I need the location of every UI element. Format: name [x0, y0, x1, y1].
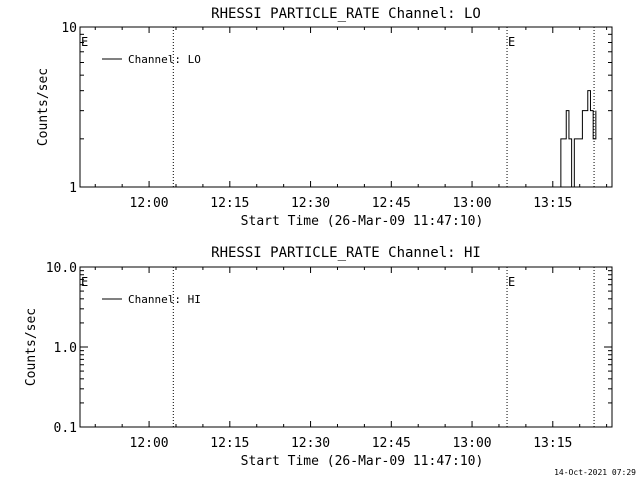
x-axis-label: Start Time (26-Mar-09 11:47:10) — [241, 214, 484, 229]
x-tick-label: 12:30 — [291, 196, 330, 211]
event-marker-label: E — [508, 35, 515, 49]
event-marker-label: E — [508, 275, 515, 289]
y-tick-label: 1.0 — [54, 341, 77, 356]
x-tick-label: 13:15 — [533, 196, 572, 211]
x-tick-label: 13:15 — [533, 436, 572, 451]
legend-entry: Channel: LO — [128, 53, 201, 66]
y-tick-label: 0.1 — [54, 421, 77, 436]
y-axis-label: Counts/sec — [24, 308, 39, 386]
legend-entry: Channel: HI — [128, 293, 201, 306]
x-tick-label: 12:00 — [130, 436, 169, 451]
series-line — [558, 90, 597, 188]
chart-title: RHESSI PARTICLE_RATE Channel: LO — [211, 6, 481, 22]
chart-panel-lo: RHESSI PARTICLE_RATE Channel: LO 12:00 12:… — [36, 6, 613, 229]
y-tick-label: 1 — [69, 181, 77, 196]
x-tick-label: 12:45 — [372, 436, 411, 451]
x-axis-label: Start Time (26-Mar-09 11:47:10) — [241, 454, 484, 469]
y-axis-label: Counts/sec — [36, 68, 51, 146]
x-tick-label: 12:30 — [291, 436, 330, 451]
chart-panel-hi: RHESSI PARTICLE_RATE Channel: HI 12:00 12:… — [24, 245, 613, 469]
x-tick-label: 12:00 — [130, 196, 169, 211]
x-tick-label: 13:00 — [452, 196, 491, 211]
x-tick-label: 12:45 — [372, 196, 411, 211]
plot-frame — [79, 26, 613, 188]
y-tick-label: 10.0 — [46, 261, 77, 276]
x-tick-label: 13:00 — [452, 436, 491, 451]
chart-title: RHESSI PARTICLE_RATE Channel: HI — [211, 245, 481, 261]
plot-frame — [79, 266, 613, 428]
x-tick-label: 12:15 — [210, 196, 249, 211]
event-marker-label: E — [81, 35, 88, 49]
footer-timestamp: 14-Oct-2021 07:29 — [554, 468, 636, 477]
event-marker-label: E — [81, 275, 88, 289]
y-tick-label: 10 — [61, 21, 77, 36]
x-tick-label: 12:15 — [210, 436, 249, 451]
